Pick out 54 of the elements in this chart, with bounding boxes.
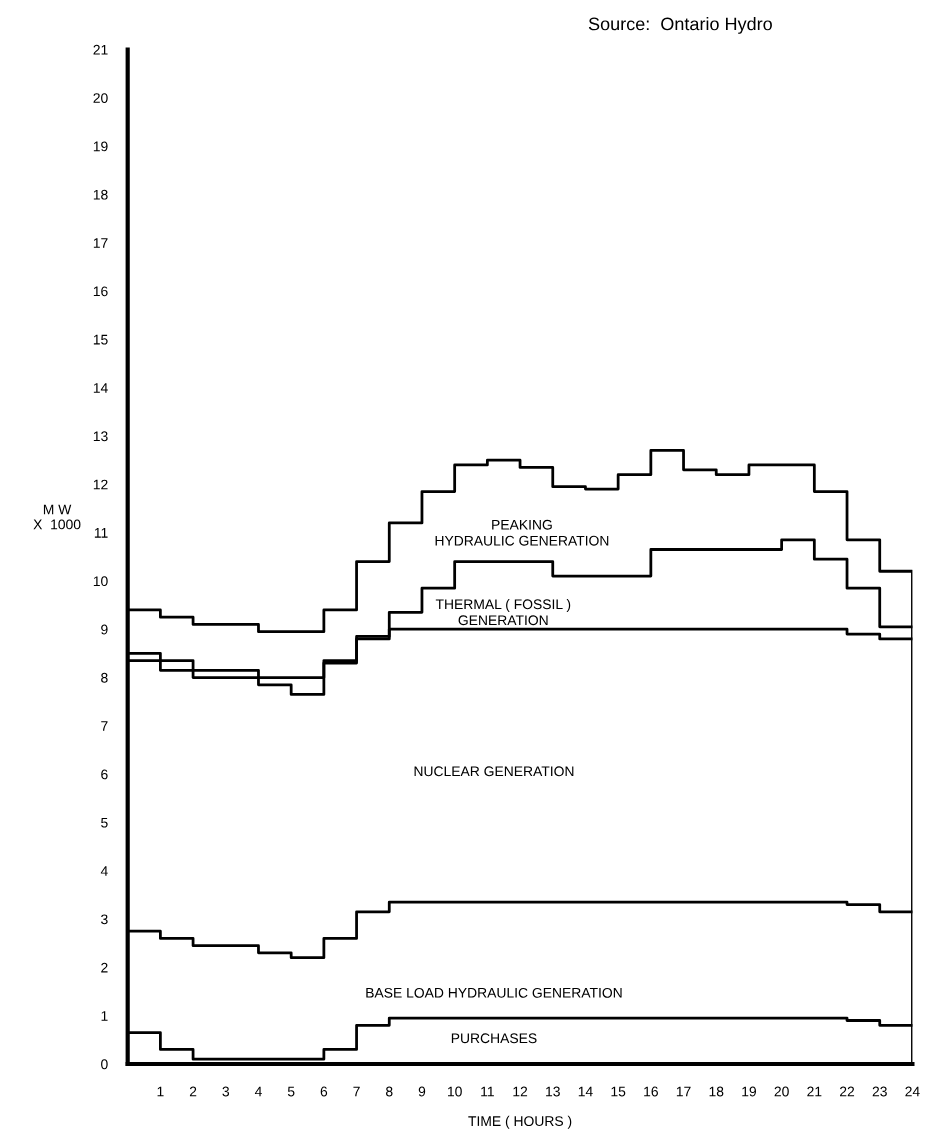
y-tick-label: 6 [101,769,108,780]
y-tick-label: 5 [101,817,108,828]
x-tick-label: 23 [872,1086,887,1097]
y-axis-title: M W X 1000 [33,504,81,530]
y-tick-label: 12 [93,479,108,490]
annotation: THERMAL ( FOSSIL ) GENERATION [435,598,571,626]
x-tick-label: 10 [448,1086,462,1097]
x-tick-label: 18 [709,1086,724,1097]
x-tick-label: 3 [222,1086,230,1097]
y-tick-label: 11 [94,528,108,538]
annotation: BASE LOAD HYDRAULIC GENERATION [366,987,622,998]
annotation: PURCHASES [451,1033,537,1044]
y-tick-label: 19 [93,141,108,152]
y-tick-label: 21 [93,44,108,55]
y-tick-label: 4 [100,866,108,876]
x-axis-title: TIME ( HOURS ) [468,1115,572,1129]
y-tick-label: 2 [101,962,108,973]
y-tick-label: 14 [93,383,108,393]
x-tick-label: 1 [157,1086,164,1097]
annotation: PEAKING HYDRAULIC GENERATION [435,519,609,546]
x-tick-label: 24 [905,1086,920,1097]
x-tick-label: 20 [774,1086,789,1097]
y-tick-label: 18 [93,189,108,200]
x-tick-label: 19 [742,1086,757,1097]
y-tick-label: 9 [101,624,108,635]
x-tick-label: 21 [807,1086,822,1097]
x-tick-label: 12 [513,1086,528,1097]
x-tick-label: 4 [254,1086,262,1097]
x-tick-label: 11 [481,1086,494,1097]
x-tick-label: 5 [287,1086,295,1097]
x-tick-label: 13 [546,1086,560,1097]
y-tick-label: 20 [93,93,108,104]
x-tick-label: 14 [578,1086,593,1097]
x-tick-label: 7 [353,1086,360,1097]
y-tick-label: 13 [93,431,108,442]
y-tick-label: 16 [93,286,108,297]
y-tick-label: 15 [93,334,108,345]
y-tick-label: 7 [101,721,108,731]
annotation: NUCLEAR GENERATION [414,766,574,777]
x-tick-label: 15 [611,1086,626,1097]
y-tick-label: 8 [101,672,108,683]
y-tick-label: 3 [101,914,108,925]
y-tick-label: 10 [93,576,108,587]
y-tick-label: 17 [93,238,108,248]
x-tick-label: 2 [189,1086,197,1097]
x-tick-label: 6 [320,1086,328,1097]
source-note: Source: Ontario Hydro [588,17,772,34]
x-tick-label: 8 [386,1086,393,1097]
x-tick-label: 16 [644,1086,658,1097]
y-tick-label: 0 [101,1059,108,1070]
y-tick-label: 1 [101,1011,108,1021]
x-tick-label: 9 [418,1086,426,1097]
x-tick-label: 22 [840,1086,855,1097]
x-tick-label: 17 [676,1086,691,1097]
